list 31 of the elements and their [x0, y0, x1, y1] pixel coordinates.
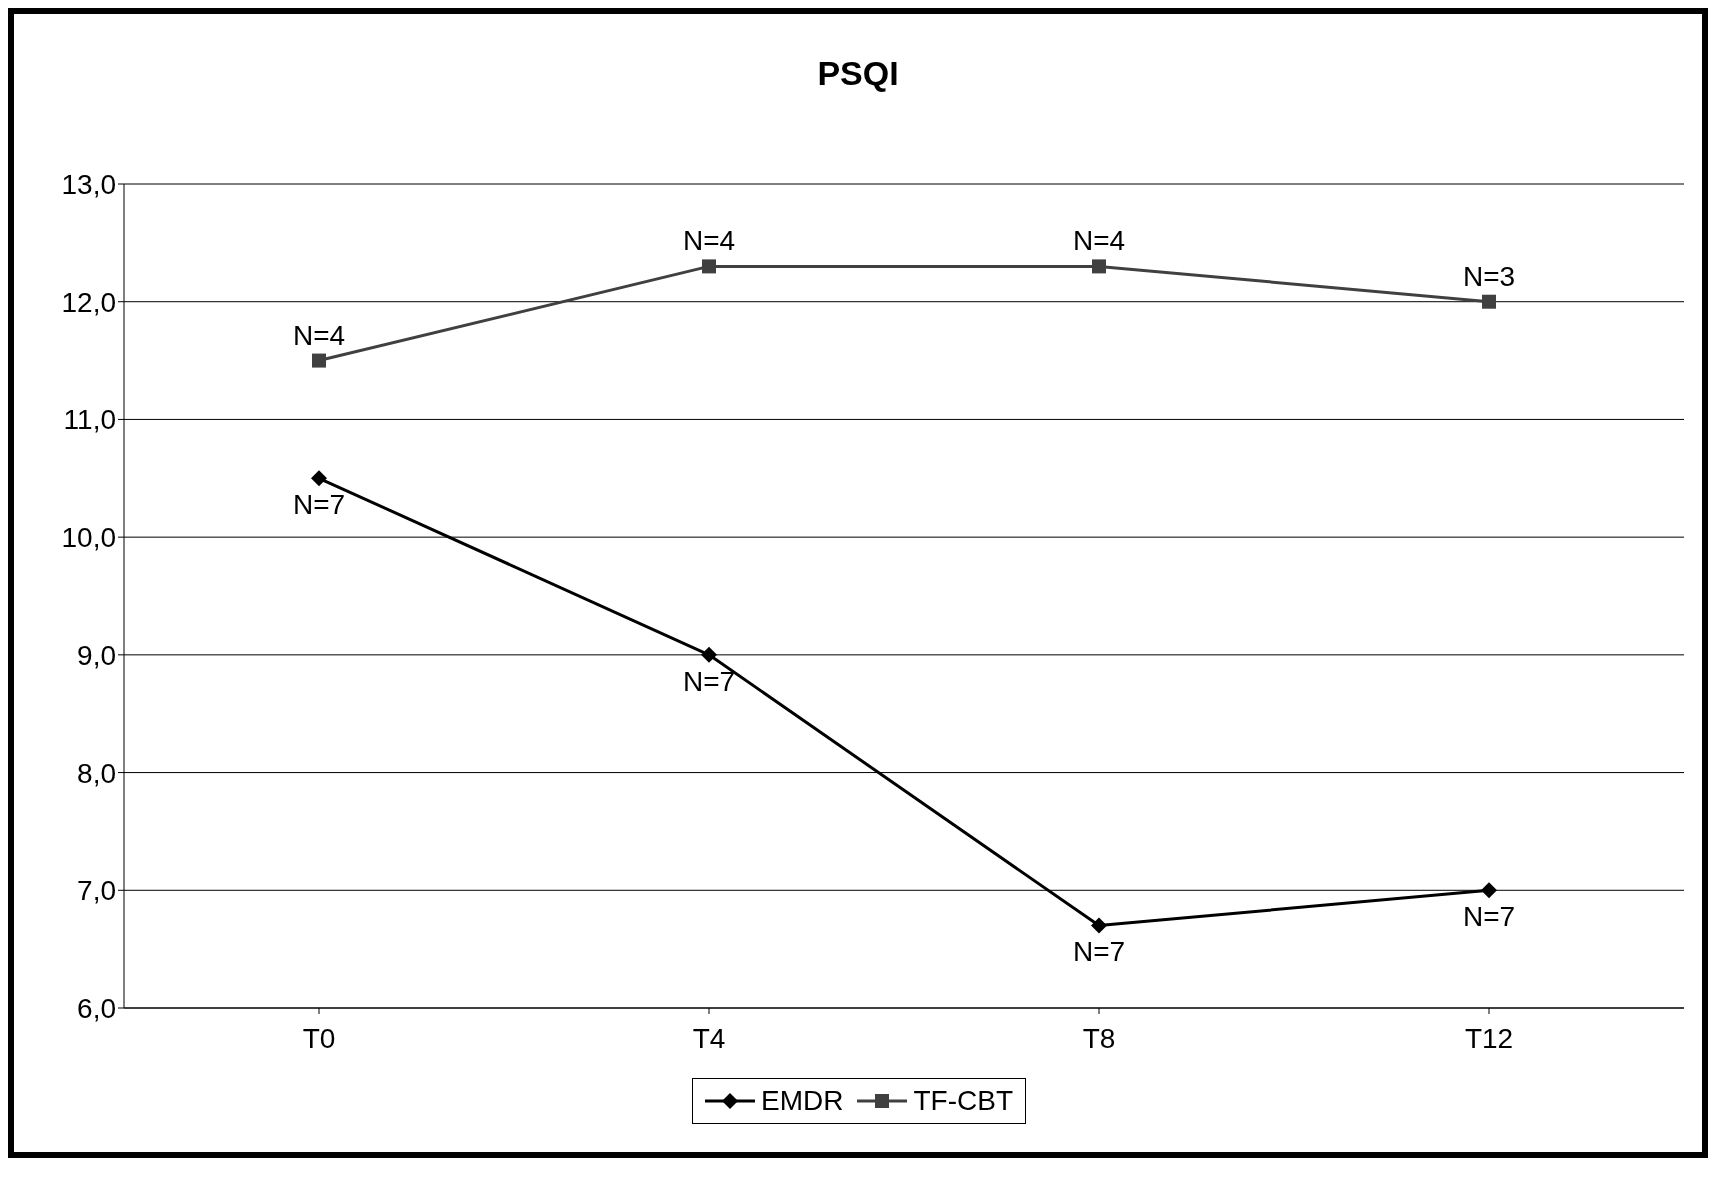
annotation: N=4 [682, 225, 736, 257]
point [702, 259, 716, 274]
y-tick-label: 6,0 [77, 992, 116, 1024]
y-tick-label: 13,0 [61, 168, 116, 200]
point [311, 470, 327, 487]
y-tick-label: 10,0 [61, 522, 116, 554]
point [1092, 259, 1106, 274]
y-tick-label: 8,0 [77, 757, 116, 789]
annotation: N=7 [292, 489, 346, 521]
point [1481, 882, 1497, 899]
annotation: N=3 [1462, 260, 1516, 292]
annotation: N=4 [1072, 225, 1126, 257]
point [1482, 294, 1496, 309]
point [701, 646, 717, 663]
annotation: N=4 [292, 319, 346, 351]
annotation: N=7 [682, 665, 736, 697]
legend-label: TF-CBT [912, 1085, 1013, 1117]
y-tick-label: 11,0 [63, 404, 116, 436]
x-tick-label: T8 [1082, 1022, 1116, 1054]
chart-title: PSQI [816, 53, 900, 94]
annotation: N=7 [1072, 936, 1126, 968]
y-tick-label: 7,0 [77, 875, 116, 907]
point [1091, 917, 1107, 934]
point [312, 353, 326, 368]
x-tick-label: T4 [692, 1022, 726, 1054]
annotation: N=7 [1462, 901, 1516, 933]
legend-label: EMDR [760, 1085, 844, 1117]
x-tick-label: T12 [1464, 1022, 1514, 1054]
x-tick-label: T0 [302, 1022, 336, 1054]
y-tick-label: 9,0 [77, 639, 116, 671]
y-tick-label: 12,0 [61, 286, 116, 318]
